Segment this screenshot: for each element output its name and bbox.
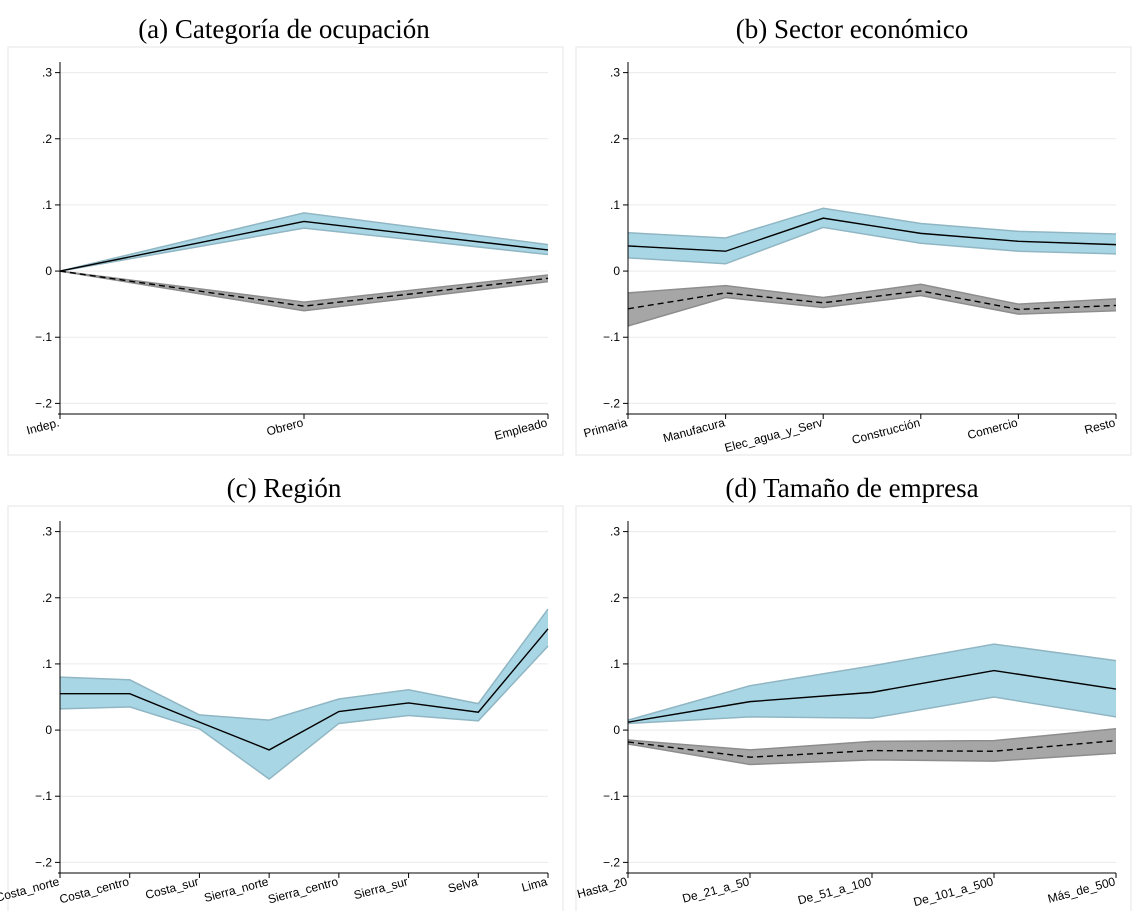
y-tick-label: 0 <box>45 264 52 278</box>
y-tick-label: .2 <box>610 591 620 605</box>
y-tick-label: .2 <box>610 132 620 146</box>
y-tick-label: −.1 <box>603 330 620 344</box>
y-tick-label: .1 <box>610 198 620 212</box>
ci-upper <box>627 728 1117 751</box>
y-tick-label: .2 <box>42 132 52 146</box>
ci-lower <box>627 294 1117 327</box>
y-tick-label: .1 <box>42 198 52 212</box>
ci-band <box>628 728 1116 765</box>
ci-upper <box>627 207 1117 239</box>
line <box>59 220 549 272</box>
ci-band <box>60 212 548 272</box>
line <box>627 217 1117 252</box>
x-tick-label: Lima <box>520 874 549 894</box>
panel-title: (b) Sector económico <box>736 14 968 44</box>
ci-upper <box>59 270 549 303</box>
line <box>627 739 1117 758</box>
ci-lower <box>59 270 549 312</box>
ci-upper <box>627 643 1117 721</box>
ci-lower <box>59 227 549 272</box>
panel-title: (c) Región <box>227 473 342 503</box>
line <box>627 290 1117 311</box>
ci-lower <box>59 645 549 780</box>
ci-upper <box>59 608 549 721</box>
line <box>60 628 549 751</box>
line <box>627 669 1117 723</box>
y-tick-label: .3 <box>42 66 52 80</box>
y-tick-label: −.1 <box>35 330 52 344</box>
ci-lower <box>627 743 1117 766</box>
y-tick-label: .2 <box>42 591 52 605</box>
y-tick-label: .1 <box>42 657 52 671</box>
line <box>59 270 549 307</box>
y-tick-label: .1 <box>610 657 620 671</box>
ci-upper <box>627 283 1117 305</box>
panel-frame <box>7 46 564 456</box>
panel-title: (d) Tamaño de empresa <box>725 473 978 503</box>
y-tick-label: 0 <box>45 723 52 737</box>
y-tick-label: −.2 <box>35 396 52 410</box>
y-tick-label: −.1 <box>35 789 52 803</box>
ci-lower <box>627 696 1117 725</box>
y-tick-label: .3 <box>42 525 52 539</box>
ci-band <box>628 208 1116 264</box>
panel-title: (a) Categoría de ocupación <box>138 14 430 44</box>
ci-upper <box>59 212 549 272</box>
y-tick-label: .3 <box>610 66 620 80</box>
y-tick-label: −.2 <box>603 396 620 410</box>
y-tick-label: 0 <box>613 723 620 737</box>
y-tick-label: −.2 <box>35 855 52 869</box>
ci-band <box>628 644 1116 724</box>
y-tick-label: −.1 <box>603 789 620 803</box>
y-tick-label: −.2 <box>603 855 620 869</box>
y-tick-label: 0 <box>613 264 620 278</box>
ci-lower <box>627 226 1117 265</box>
y-tick-label: .3 <box>610 525 620 539</box>
